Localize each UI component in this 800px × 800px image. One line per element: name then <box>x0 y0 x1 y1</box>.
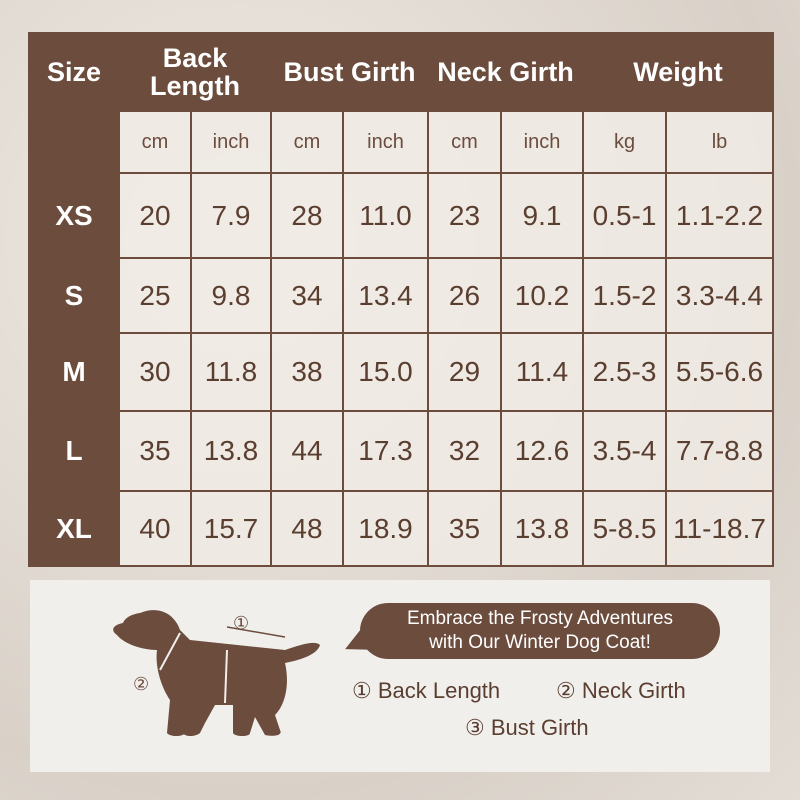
table-cell: 1.5-2 <box>582 257 668 334</box>
header-neck-girth: Neck Girth <box>426 32 585 112</box>
mark-2: ② <box>133 674 149 695</box>
table-cell: 17.3 <box>342 410 429 492</box>
table-cell: 34 <box>270 257 344 334</box>
unit-cell: lb <box>665 110 775 174</box>
table-cell: 11.0 <box>342 172 429 259</box>
unit-cell: inch <box>499 110 585 174</box>
table-cell: 35 <box>118 410 192 492</box>
table-cell: 32 <box>427 410 502 492</box>
size-chart-table: Size Back Length Bust Girth Neck Girth W… <box>28 32 775 567</box>
table-cell: 3.5-4 <box>582 410 668 492</box>
table-cell: 7.9 <box>190 172 272 259</box>
table-cell: 9.1 <box>499 172 585 259</box>
table-cell: 0.5-1 <box>582 172 668 259</box>
table-cell: 13.8 <box>499 490 585 567</box>
slogan-line-1: Embrace the Frosty Adventures <box>406 608 674 629</box>
table-cell: 12.6 <box>499 410 585 492</box>
table-row: XS 20 7.9 28 11.0 23 9.1 0.5-1 1.1-2.2 <box>28 172 775 259</box>
size-label: L <box>28 410 120 492</box>
table-cell: 7.7-8.8 <box>665 410 775 492</box>
table-cell: 25 <box>118 257 192 334</box>
dog-silhouette-icon: ① ② ③ <box>113 610 320 736</box>
header-size: Size <box>28 32 120 112</box>
table-cell: 38 <box>270 332 344 412</box>
unit-cell: inch <box>190 110 272 174</box>
table-row: M 30 11.8 38 15.0 29 11.4 2.5-3 5.5-6.6 <box>28 332 775 412</box>
size-label: XL <box>28 490 120 567</box>
table-cell: 9.8 <box>190 257 272 334</box>
table-cell: 15.0 <box>342 332 429 412</box>
table-cell: 44 <box>270 410 344 492</box>
mark-3: ③ <box>217 711 233 732</box>
table-row: S 25 9.8 34 13.4 26 10.2 1.5-2 3.3-4.4 <box>28 257 775 334</box>
slogan-line-2: with Our Winter Dog Coat! <box>429 632 651 653</box>
table-cell: 10.2 <box>499 257 585 334</box>
mark-1: ① <box>233 613 249 634</box>
header-bust-girth: Bust Girth <box>270 32 429 112</box>
table-cell: 13.8 <box>190 410 272 492</box>
table-cell: 23 <box>427 172 502 259</box>
table-cell: 5-8.5 <box>582 490 668 567</box>
table-cell: 1.1-2.2 <box>665 172 775 259</box>
size-label: M <box>28 332 120 412</box>
table-cell: 11.4 <box>499 332 585 412</box>
table-cell: 15.7 <box>190 490 272 567</box>
legend-neck-girth: ② Neck Girth <box>556 678 686 703</box>
unit-cell: cm <box>118 110 192 174</box>
unit-blank <box>28 110 120 174</box>
slogan-bubble: Embrace the Frosty Adventures with Our W… <box>360 603 720 659</box>
unit-cell: inch <box>342 110 429 174</box>
size-label: XS <box>28 172 120 259</box>
header-back-length: Back Length <box>118 32 272 112</box>
table-cell: 29 <box>427 332 502 412</box>
size-label: S <box>28 257 120 334</box>
table-cell: 13.4 <box>342 257 429 334</box>
table-row: L 35 13.8 44 17.3 32 12.6 3.5-4 7.7-8.8 <box>28 410 775 492</box>
table-cell: 2.5-3 <box>582 332 668 412</box>
table-cell: 30 <box>118 332 192 412</box>
table-cell: 40 <box>118 490 192 567</box>
legend-bust-girth: ③ Bust Girth <box>465 715 589 740</box>
table-cell: 26 <box>427 257 502 334</box>
table-cell: 5.5-6.6 <box>665 332 775 412</box>
table-cell: 48 <box>270 490 344 567</box>
header-weight: Weight <box>582 32 775 112</box>
legend-back-length: ① Back Length <box>352 678 501 703</box>
table-cell: 11-18.7 <box>665 490 775 567</box>
table-cell: 20 <box>118 172 192 259</box>
unit-cell: kg <box>582 110 668 174</box>
header-row: Size Back Length Bust Girth Neck Girth W… <box>28 32 775 112</box>
table-cell: 3.3-4.4 <box>665 257 775 334</box>
table-row: XL 40 15.7 48 18.9 35 13.8 5-8.5 11-18.7 <box>28 490 775 567</box>
table-cell: 18.9 <box>342 490 429 567</box>
unit-row: cm inch cm inch cm inch kg lb <box>28 110 775 174</box>
table-cell: 35 <box>427 490 502 567</box>
unit-cell: cm <box>427 110 502 174</box>
table-cell: 11.8 <box>190 332 272 412</box>
table-cell: 28 <box>270 172 344 259</box>
unit-cell: cm <box>270 110 344 174</box>
